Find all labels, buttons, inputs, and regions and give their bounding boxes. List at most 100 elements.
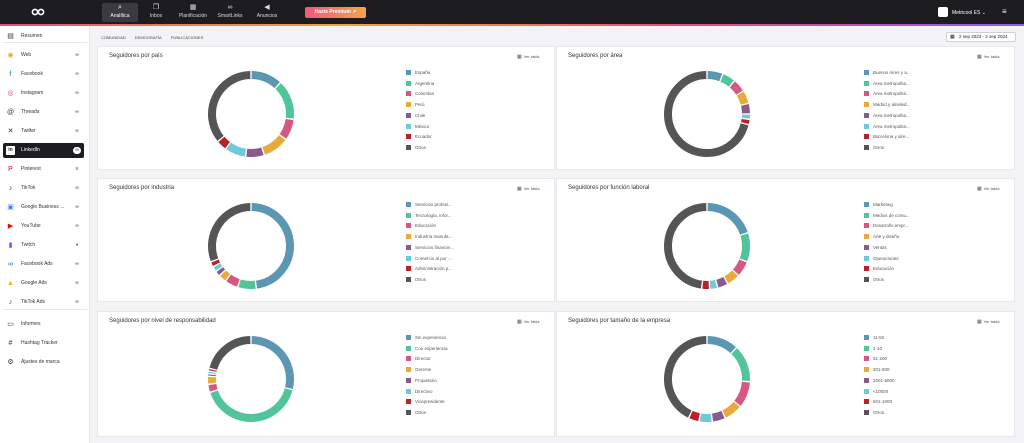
hamburger-menu-icon[interactable]: ≡ xyxy=(1002,7,1007,16)
legend-item[interactable]: Chile xyxy=(406,112,496,121)
donut-segment-2[interactable] xyxy=(208,383,218,392)
legend-item[interactable]: Argentina xyxy=(406,80,496,89)
legend-item[interactable]: Otros xyxy=(406,276,496,285)
legend-item[interactable]: España xyxy=(406,70,496,78)
view-table-button[interactable]: ▦ Ver tabla xyxy=(517,54,540,60)
legend-item[interactable]: Sin experiencia xyxy=(406,335,496,343)
nav-anuncios[interactable]: ◀ Anuncios xyxy=(249,3,285,22)
legend-item[interactable]: Con experiencia xyxy=(406,345,496,354)
legend-item[interactable]: Barcelona y alre... xyxy=(864,134,954,142)
donut-segment-3[interactable] xyxy=(220,270,230,281)
donut-segment-1[interactable] xyxy=(275,83,294,119)
view-table-button[interactable]: ▦ Ver tabla xyxy=(517,186,540,192)
donut-segment-3[interactable] xyxy=(262,134,286,155)
sidebar-item-twitch[interactable]: ▮ Twitch ● xyxy=(3,238,84,253)
sidebar-item-hashtagtracker[interactable]: # Hashtag Tracker xyxy=(3,336,84,351)
donut-segment-7[interactable] xyxy=(664,203,707,289)
donut-segment-7[interactable] xyxy=(208,71,251,141)
donut-segment-4[interactable] xyxy=(716,276,728,288)
donut-segment-1[interactable] xyxy=(739,233,750,262)
legend-item[interactable]: Servicios financie... xyxy=(406,244,496,253)
sidebar-item-web[interactable]: ◉ Web ∞ xyxy=(3,48,84,63)
sidebar-item-pinterest[interactable]: P Pinterest ≡ xyxy=(3,162,84,177)
tab-demografia[interactable]: DEMOGRAFÍA xyxy=(134,35,162,40)
donut-segment-1[interactable] xyxy=(238,279,256,289)
legend-item[interactable]: Directivo xyxy=(406,388,496,397)
legend-item[interactable]: Área metropolita... xyxy=(864,91,954,99)
donut-segment-2[interactable] xyxy=(732,259,747,275)
account-switcher[interactable]: Metricool ES ⌄ xyxy=(938,6,986,19)
sidebar-item-youtube[interactable]: ▶ YouTube ∞ xyxy=(3,219,84,234)
legend-item[interactable]: Ventas xyxy=(864,244,954,253)
donut-segment-0[interactable] xyxy=(251,203,294,289)
legend-item[interactable]: Otros xyxy=(864,144,954,153)
sidebar-item-facebook[interactable]: f Facebook ∞ xyxy=(3,67,84,82)
donut-segment-2[interactable] xyxy=(734,381,750,406)
donut-segment-0[interactable] xyxy=(707,71,723,82)
sidebar-item-resumen[interactable]: ▤ Resumen xyxy=(3,29,84,44)
view-table-button[interactable]: ▦ Ver tabla xyxy=(977,186,1000,192)
donut-segment-4[interactable] xyxy=(246,147,264,157)
legend-item[interactable]: Desarrollo empr... xyxy=(864,223,954,231)
donut-segment-7[interactable] xyxy=(208,203,251,262)
legend-item[interactable]: Tecnología, infor... xyxy=(406,212,496,221)
upgrade-button[interactable]: Hazte Premium ↗ xyxy=(305,7,366,18)
sidebar-item-googleads[interactable]: ▲ Google Ads ∞ xyxy=(3,276,84,291)
donut-segment-6[interactable] xyxy=(741,118,750,124)
legend-item[interactable]: Industria manufa... xyxy=(406,234,496,242)
donut-segment-7[interactable] xyxy=(664,71,749,157)
donut-segment-6[interactable] xyxy=(689,410,700,422)
nav-planificacin[interactable]: ▦ Planificación xyxy=(175,3,211,22)
sidebar-item-tiktok[interactable]: ♪ TikTok ∞ xyxy=(3,181,84,196)
legend-item[interactable]: Ecuador xyxy=(406,134,496,142)
donut-segment-1[interactable] xyxy=(210,388,293,422)
legend-item[interactable]: Perú xyxy=(406,102,496,110)
sidebar-item-linkedin[interactable]: in LinkedIn ∞ xyxy=(3,143,84,158)
legend-item[interactable]: Educación xyxy=(406,223,496,231)
sidebar-item-ajustesdemarca[interactable]: ⚙ Ajustes de marca xyxy=(3,355,84,370)
tab-publicaciones[interactable]: PUBLICACIONES xyxy=(170,35,204,40)
legend-item[interactable]: Otros xyxy=(864,276,954,285)
donut-segment-1[interactable] xyxy=(720,74,734,87)
nav-analtica[interactable]: ⌕ Analítica xyxy=(102,3,138,22)
legend-item[interactable]: Madrid y alreded... xyxy=(864,102,954,110)
donut-segment-6[interactable] xyxy=(211,259,221,267)
legend-item[interactable]: Otros xyxy=(864,409,954,418)
legend-item[interactable]: Buenos Aires y a... xyxy=(864,70,954,78)
legend-item[interactable]: 501-1000 xyxy=(864,399,954,407)
nav-smartlinks[interactable]: ∞ SmartLinks xyxy=(212,3,248,22)
sidebar-item-googlebusiness[interactable]: ▣ Google Business ... ∞ xyxy=(3,200,84,215)
legend-item[interactable]: 1001-5000 xyxy=(864,377,954,386)
legend-item[interactable]: Arte y diseño xyxy=(864,234,954,242)
legend-item[interactable]: <10000 xyxy=(864,388,954,397)
donut-segment-0[interactable] xyxy=(707,203,748,235)
donut-segment-4[interactable] xyxy=(216,267,226,275)
sidebar-item-informes[interactable]: ▭ Informes xyxy=(3,317,84,332)
view-table-button[interactable]: ▦ Ver tabla xyxy=(517,319,540,325)
legend-item[interactable]: Vicepresidente xyxy=(406,399,496,407)
legend-item[interactable]: 51-200 xyxy=(864,356,954,364)
sidebar-item-instagram[interactable]: ◎ Instagram ∞ xyxy=(3,86,84,101)
donut-segment-3[interactable] xyxy=(724,270,738,284)
donut-segment-3[interactable] xyxy=(736,91,749,105)
legend-item[interactable]: Educación xyxy=(864,266,954,274)
donut-segment-2[interactable] xyxy=(729,81,743,95)
legend-item[interactable]: Comercio al por ... xyxy=(406,255,496,264)
nav-inbox[interactable]: ❐ Inbox xyxy=(138,3,174,22)
donut-segment-7[interactable] xyxy=(664,336,707,418)
sidebar-item-facebookads[interactable]: ∞ Facebook Ads ∞ xyxy=(3,257,84,272)
legend-item[interactable]: Director xyxy=(406,356,496,364)
legend-item[interactable]: Servicios profesi... xyxy=(406,202,496,210)
sidebar-item-threads[interactable]: @ Threads ∞ xyxy=(3,105,84,120)
legend-item[interactable]: Medios de comu... xyxy=(864,212,954,221)
metricool-logo[interactable] xyxy=(31,8,45,16)
donut-segment-0[interactable] xyxy=(707,336,736,354)
donut-segment-0[interactable] xyxy=(251,336,294,389)
legend-item[interactable]: México xyxy=(406,123,496,132)
donut-segment-5[interactable] xyxy=(699,413,712,422)
legend-item[interactable]: Gerente xyxy=(406,367,496,375)
legend-item[interactable]: Otros xyxy=(406,409,496,418)
view-table-button[interactable]: ▦ Ver tabla xyxy=(977,54,1000,60)
legend-item[interactable]: Área metropolita... xyxy=(864,123,954,132)
tab-comunidad[interactable]: COMUNIDAD xyxy=(101,35,126,40)
